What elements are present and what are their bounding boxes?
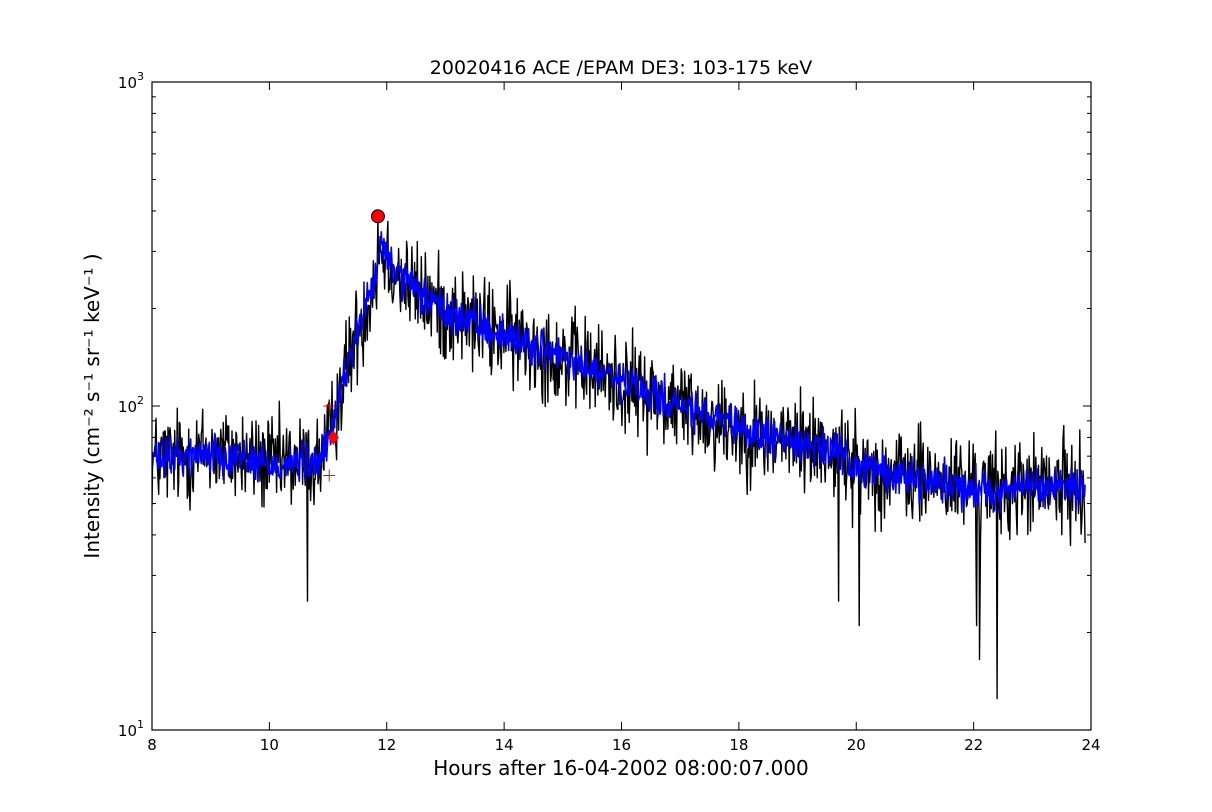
onset-marker-diamond <box>327 430 339 445</box>
x-tick-label: 8 <box>147 736 157 754</box>
x-tick-label: 14 <box>495 736 514 754</box>
plot-area: 8 10 12 14 16 18 20 22 24 101 102 103 <box>118 70 1101 754</box>
x-tick-label: 10 <box>260 736 279 754</box>
marker-plus-2 <box>323 400 336 412</box>
y-tick-label: 102 <box>118 394 144 416</box>
x-tick-label: 20 <box>847 736 866 754</box>
y-tick-label: 103 <box>118 70 144 92</box>
y-tick-label: 101 <box>118 718 144 740</box>
y-axis-label: Intensity (cm⁻² s⁻¹ sr⁻¹ keV⁻¹ ) <box>80 253 104 558</box>
x-tick-label: 12 <box>377 736 396 754</box>
series-line-0 <box>152 217 1086 700</box>
x-tick-label: 24 <box>1081 736 1100 754</box>
series-layer <box>152 217 1086 700</box>
peak-marker-circle <box>370 209 385 224</box>
x-tick-label: 16 <box>612 736 631 754</box>
marker-plus-3 <box>323 469 336 482</box>
x-tick-label: 18 <box>729 736 748 754</box>
tick-layer: 8 10 12 14 16 18 20 22 24 101 102 103 <box>118 70 1101 754</box>
marker-layer <box>323 209 385 482</box>
chart-title: 20020416 ACE /EPAM DE3: 103-175 keV <box>430 57 812 79</box>
x-axis-label: Hours after 16-04-2002 08:00:07.000 <box>433 756 809 780</box>
x-tick-label: 22 <box>964 736 983 754</box>
series-line-1 <box>152 231 1086 514</box>
